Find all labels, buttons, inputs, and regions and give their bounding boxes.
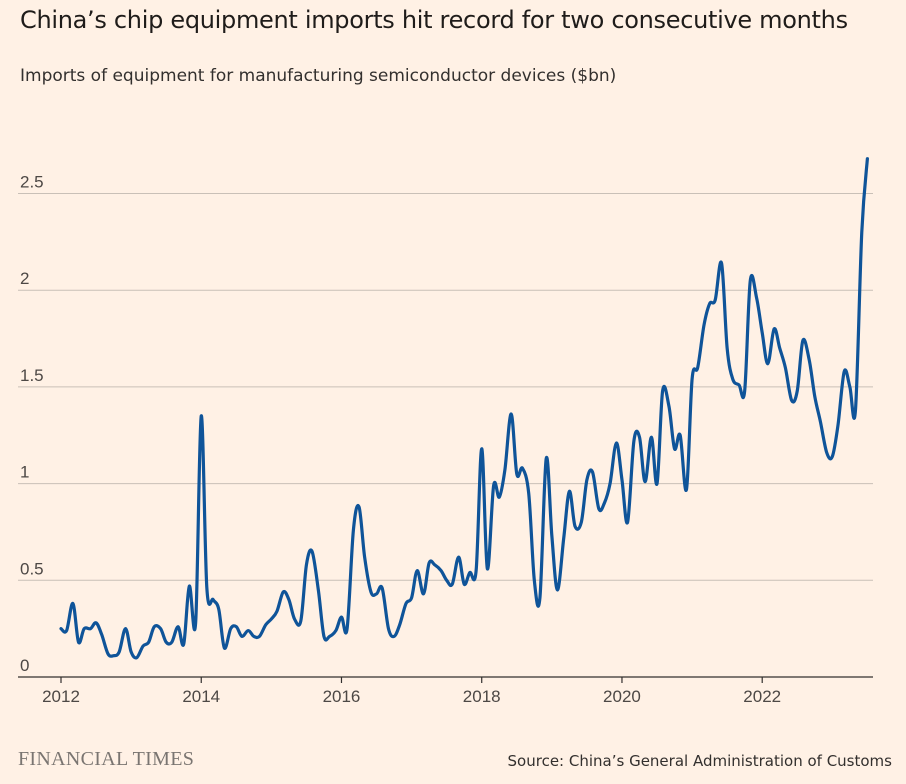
x-tick-label: 2022 [743,687,781,706]
y-tick-label: 1.5 [20,366,44,385]
line-chart: 0 0.5 1 1.5 2 2.5 2012 2014 2016 2018 2020 2022 [18,157,873,706]
y-tick-label: 2 [20,269,29,288]
y-tick-label: 0 [20,656,29,675]
chart-title: China’s chip equipment imports hit recor… [20,6,848,34]
x-tick-label: 2012 [42,687,80,706]
y-tick-label: 0.5 [20,559,44,578]
source-note: Source: China’s General Administration o… [507,752,892,770]
y-tick-label: 1 [20,463,29,482]
y-axis-ticks: 0 0.5 1 1.5 2 2.5 [20,173,44,676]
x-tick-label: 2014 [182,687,220,706]
x-tick-label: 2016 [323,687,361,706]
series-layer [59,157,869,660]
y-tick-label: 2.5 [20,173,44,192]
x-tick-label: 2018 [463,687,501,706]
ft-logo: FINANCIAL TIMES [18,748,195,770]
x-tick-label: 2020 [603,687,641,706]
chart-subtitle: Imports of equipment for manufacturing s… [20,66,617,86]
x-axis: 2012 2014 2016 2018 2020 2022 [18,676,873,706]
series-line-imports [59,157,869,660]
